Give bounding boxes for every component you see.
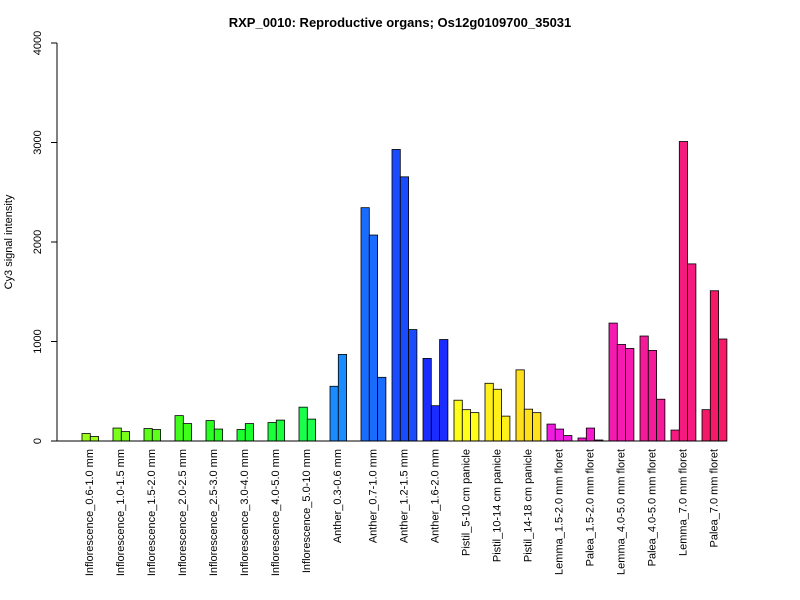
bar	[368, 234, 378, 442]
bar	[501, 415, 511, 442]
bar	[608, 322, 618, 442]
bar	[453, 399, 463, 442]
bar	[532, 412, 542, 442]
bar	[546, 423, 556, 442]
bar	[585, 427, 595, 442]
x-tick-label: Palea_4.0-5.0 mm floret	[646, 449, 658, 566]
bar	[143, 428, 153, 442]
y-tick-label: 0	[32, 438, 44, 444]
x-axis-labels: Inflorescence_0.6-1.0 mm Inflorescence_1.…	[84, 449, 720, 576]
bar	[670, 429, 680, 442]
x-tick-label: Anther_1.2-1.5 mm	[398, 449, 410, 543]
bar	[399, 176, 409, 442]
bar	[267, 422, 277, 442]
bar	[329, 385, 339, 442]
x-tick-label: Lemma_7.0 mm floret	[677, 449, 689, 556]
bar	[515, 369, 525, 442]
x-tick-label: Inflorescence_0.6-1.0 mm	[84, 449, 96, 576]
y-tick-label: 3000	[32, 130, 44, 154]
x-tick-label: Inflorescence_3.0-4.0 mm	[239, 449, 251, 576]
bar	[523, 408, 533, 442]
x-tick-label: Lemma_4.0-5.0 mm floret	[615, 449, 627, 575]
bar	[360, 207, 370, 442]
bar	[678, 141, 688, 442]
x-tick-label: Palea_7.0 mm floret	[708, 449, 720, 547]
y-tick-label: 2000	[32, 230, 44, 254]
bar	[306, 418, 316, 442]
bar	[461, 409, 471, 442]
bar	[213, 428, 224, 442]
x-tick-label: Anther_0.7-1.0 mm	[367, 449, 379, 543]
x-tick-label: Pistil_14-18 cm panicle	[522, 449, 534, 562]
bar	[639, 335, 649, 442]
bar	[625, 348, 635, 442]
bar	[439, 339, 449, 442]
x-tick-label: Lemma_1.5-2.0 mm floret	[553, 449, 565, 575]
bar	[337, 354, 347, 442]
bar	[492, 388, 502, 442]
y-tick-label: 1000	[32, 329, 44, 353]
x-tick-label: Anther_1.6-2.0 mm	[429, 449, 441, 543]
chart-title: RXP_0010: Reproductive organs; Os12g0109…	[229, 15, 572, 30]
y-axis-label: Cy3 signal intensity	[3, 194, 15, 289]
bar	[174, 415, 184, 442]
bar	[391, 149, 401, 442]
x-tick-label: Inflorescence_1.5-2.0 mm	[146, 449, 158, 576]
bar	[81, 433, 91, 442]
x-tick-label: Inflorescence_5.0-10 mm	[301, 449, 313, 573]
bar	[616, 344, 626, 442]
bar	[701, 409, 711, 442]
y-axis: 0 1000 2000 3000 4000	[32, 31, 58, 444]
bar	[120, 431, 131, 442]
bar	[470, 412, 480, 442]
x-tick-label: Inflorescence_2.0-2.5 mm	[177, 449, 189, 576]
bar	[275, 419, 285, 442]
x-tick-label: Pistil_10-14 cm panicle	[491, 449, 503, 562]
bars	[81, 141, 728, 442]
x-tick-label: Inflorescence_1.0-1.5 mm	[115, 449, 127, 576]
bar	[205, 420, 215, 442]
bar	[656, 398, 666, 442]
bar	[484, 382, 494, 442]
bar	[647, 350, 657, 442]
bar	[687, 263, 697, 442]
bar	[236, 429, 246, 442]
y-tick-label: 4000	[32, 31, 44, 55]
x-tick-label: Pistil_5-10 cm panicle	[460, 449, 472, 556]
bar	[151, 429, 162, 442]
bar	[182, 423, 193, 442]
bar	[377, 376, 387, 442]
bar	[244, 423, 255, 442]
bar	[430, 405, 440, 442]
x-tick-label: Palea_1.5-2.0 mm floret	[584, 449, 596, 566]
x-tick-label: Inflorescence_2.5-3.0 mm	[208, 449, 220, 576]
bar	[408, 329, 418, 442]
bar	[554, 428, 564, 442]
bar	[112, 427, 122, 442]
bar	[718, 338, 728, 442]
x-tick-label: Inflorescence_4.0-5.0 mm	[270, 449, 282, 576]
bar	[298, 406, 308, 442]
bar	[563, 435, 573, 442]
bar	[89, 436, 100, 442]
bar	[422, 358, 432, 442]
x-tick-label: Anther_0.3-0.6 mm	[332, 449, 344, 543]
bar	[709, 290, 719, 442]
